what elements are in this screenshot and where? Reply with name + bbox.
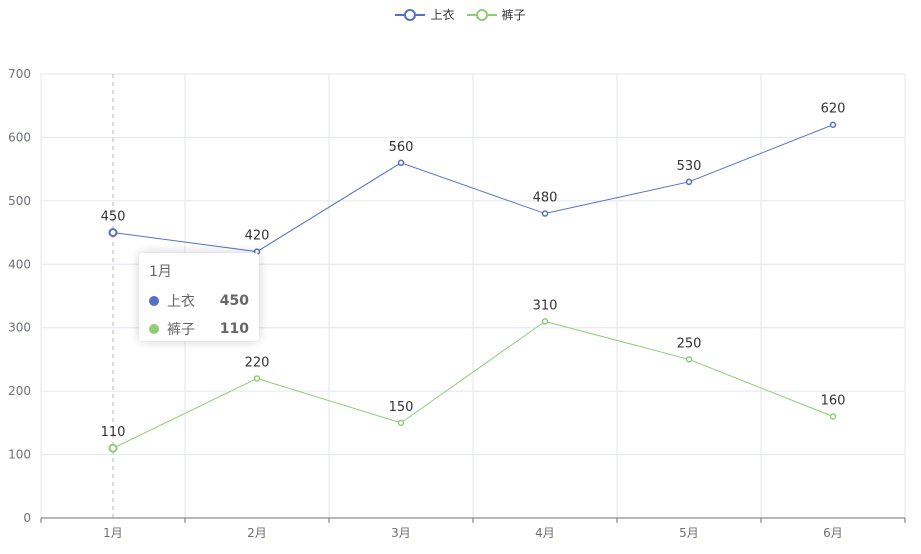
- tooltip: 1月 上衣 450 裤子 110: [139, 253, 259, 341]
- x-tick-label: 5月: [679, 526, 699, 540]
- data-label: 620: [821, 102, 846, 117]
- series-dot-icon: [149, 324, 159, 334]
- x-tick-label: 4月: [535, 526, 555, 540]
- data-label: 560: [389, 140, 414, 155]
- legend-item-shangyi[interactable]: 上衣: [395, 6, 455, 23]
- data-label: 450: [101, 210, 126, 225]
- x-tick-label: 1月: [103, 526, 123, 540]
- tooltip-series-value: 110: [219, 321, 249, 337]
- data-label: 160: [821, 394, 846, 409]
- series-line: [112, 320, 834, 449]
- series-line: [112, 124, 834, 253]
- y-tick-label: 500: [8, 194, 31, 208]
- data-label: 110: [101, 425, 126, 440]
- data-point[interactable]: [685, 178, 693, 186]
- data-point[interactable]: [541, 318, 549, 325]
- x-tick-label: 6月: [823, 526, 843, 540]
- series-dot-icon: [149, 296, 159, 306]
- legend: 上衣 裤子: [0, 6, 921, 23]
- tooltip-title: 1月: [149, 264, 172, 280]
- legend-item-kuzi[interactable]: 裤子: [466, 6, 526, 23]
- data-label: 220: [245, 355, 270, 370]
- tooltip-row: 上衣 450: [149, 287, 249, 315]
- data-point[interactable]: [108, 443, 118, 453]
- x-tick-label: 3月: [391, 526, 411, 540]
- x-tick-label: 2月: [247, 526, 267, 540]
- data-point[interactable]: [829, 121, 837, 128]
- tooltip-series-name: 裤子: [167, 322, 195, 338]
- data-point[interactable]: [253, 375, 261, 382]
- data-point[interactable]: [685, 356, 693, 363]
- y-tick-label: 600: [8, 130, 31, 144]
- line-marker-icon: [395, 8, 426, 21]
- y-tick-label: 700: [8, 67, 31, 81]
- tooltip-series-name: 上衣: [167, 294, 195, 310]
- data-point[interactable]: [108, 228, 118, 238]
- legend-label: 上衣: [430, 8, 455, 22]
- data-label: 150: [389, 400, 414, 415]
- data-label: 310: [533, 298, 558, 313]
- data-point[interactable]: [541, 210, 549, 217]
- data-label: 480: [533, 191, 558, 206]
- y-tick-label: 0: [23, 511, 31, 525]
- legend-label: 裤子: [501, 8, 526, 22]
- data-point[interactable]: [829, 413, 837, 420]
- line-marker-icon: [466, 8, 497, 21]
- y-tick-label: 400: [8, 257, 31, 271]
- y-tick-label: 100: [8, 448, 31, 462]
- data-label: 530: [677, 159, 702, 174]
- y-tick-label: 200: [8, 384, 31, 398]
- data-label: 420: [245, 229, 270, 244]
- data-point[interactable]: [397, 419, 405, 427]
- y-tick-label: 300: [8, 321, 31, 335]
- tooltip-row: 裤子 110: [149, 315, 249, 343]
- data-point[interactable]: [397, 159, 405, 167]
- tooltip-series-value: 450: [219, 293, 249, 309]
- data-label: 250: [677, 336, 702, 351]
